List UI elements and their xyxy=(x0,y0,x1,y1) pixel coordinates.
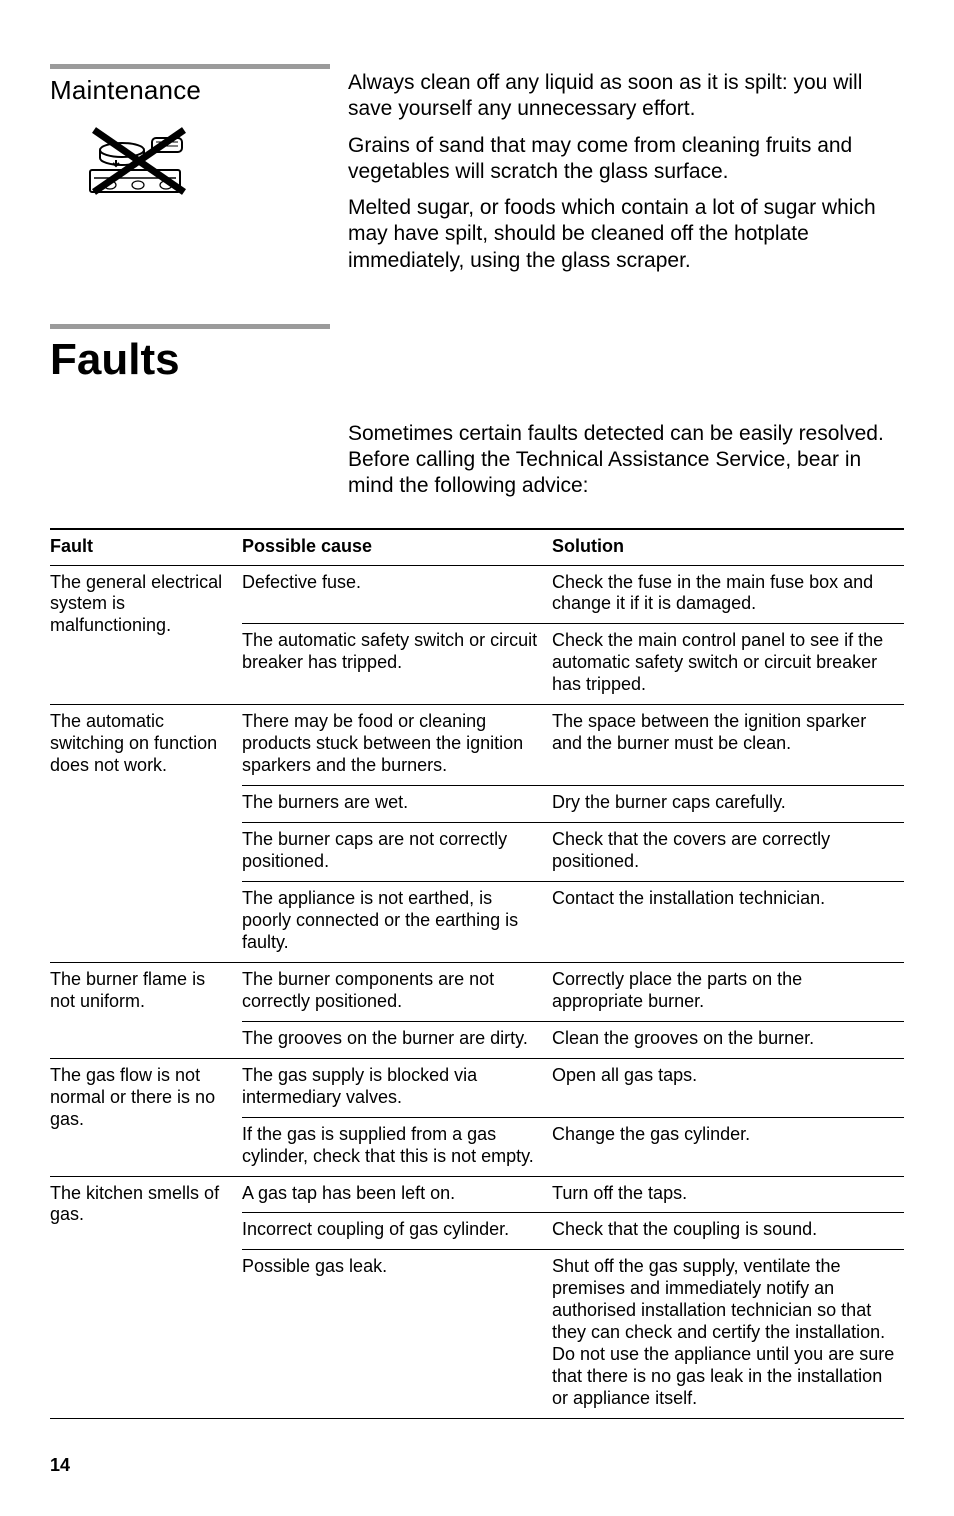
cause-cell: A gas tap has been left on. xyxy=(242,1176,552,1213)
solution-cell: Check that the coupling is sound. xyxy=(552,1213,904,1250)
maintenance-section: Maintenance xyxy=(50,64,904,284)
solution-cell: Correctly place the parts on the appropr… xyxy=(552,962,904,1021)
maintenance-para: Grains of sand that may come from cleani… xyxy=(348,133,904,186)
cause-cell: Possible gas leak. xyxy=(242,1250,552,1419)
cause-cell: Defective fuse. xyxy=(242,565,552,624)
solution-cell: Check the fuse in the main fuse box and … xyxy=(552,565,904,624)
table-row: The gas flow is not normal or there is n… xyxy=(50,1058,904,1117)
table-row: The general electrical system is malfunc… xyxy=(50,565,904,624)
maintenance-left-column: Maintenance xyxy=(50,64,348,205)
table-header-row: Fault Possible cause Solution xyxy=(50,529,904,566)
col-solution: Solution xyxy=(552,529,904,566)
table-row: The kitchen smells of gas.A gas tap has … xyxy=(50,1176,904,1213)
maintenance-heading: Maintenance xyxy=(50,75,348,106)
fault-cell: The burner flame is not uniform. xyxy=(50,962,242,1058)
fault-cell: The general electrical system is malfunc… xyxy=(50,565,242,705)
maintenance-para: Melted sugar, or foods which contain a l… xyxy=(348,195,904,274)
solution-cell: Change the gas cylinder. xyxy=(552,1117,904,1176)
cause-cell: If the gas is supplied from a gas cylind… xyxy=(242,1117,552,1176)
solution-cell: Check that the covers are correctly posi… xyxy=(552,823,904,882)
cause-cell: The gas supply is blocked via intermedia… xyxy=(242,1058,552,1117)
cause-cell: There may be food or cleaning products s… xyxy=(242,705,552,786)
page: Maintenance xyxy=(0,0,954,1516)
faults-section: Faults Sometimes certain faults detected… xyxy=(50,324,904,1419)
solution-cell: The space between the ignition sparker a… xyxy=(552,705,904,786)
fault-cell: The gas flow is not normal or there is n… xyxy=(50,1058,242,1176)
solution-cell: Turn off the taps. xyxy=(552,1176,904,1213)
fault-cell: The kitchen smells of gas. xyxy=(50,1176,242,1419)
cause-cell: The appliance is not earthed, is poorly … xyxy=(242,881,552,962)
maintenance-rule xyxy=(50,64,330,69)
cause-cell: The burner caps are not correctly positi… xyxy=(242,823,552,882)
cause-cell: Incorrect coupling of gas cylinder. xyxy=(242,1213,552,1250)
table-row: The burner flame is not uniform.The burn… xyxy=(50,962,904,1021)
solution-cell: Check the main control panel to see if t… xyxy=(552,624,904,705)
page-number: 14 xyxy=(50,1455,904,1476)
solution-cell: Contact the installation technician. xyxy=(552,881,904,962)
cause-cell: The burner components are not correctly … xyxy=(242,962,552,1021)
faults-intro: Sometimes certain faults detected can be… xyxy=(348,421,904,500)
col-cause: Possible cause xyxy=(242,529,552,566)
col-fault: Fault xyxy=(50,529,242,566)
solution-cell: Shut off the gas supply, ventilate the p… xyxy=(552,1250,904,1419)
cause-cell: The burners are wet. xyxy=(242,786,552,823)
solution-cell: Open all gas taps. xyxy=(552,1058,904,1117)
fault-cell: The automatic switching on function does… xyxy=(50,705,242,963)
table-row: The automatic switching on function does… xyxy=(50,705,904,786)
maintenance-body: Always clean off any liquid as soon as i… xyxy=(348,64,904,284)
solution-cell: Clean the grooves on the burner. xyxy=(552,1021,904,1058)
faults-heading: Faults xyxy=(50,335,904,385)
maintenance-para: Always clean off any liquid as soon as i… xyxy=(348,70,904,123)
cause-cell: The grooves on the burner are dirty. xyxy=(242,1021,552,1058)
no-scraper-icon xyxy=(72,120,202,200)
solution-cell: Dry the burner caps carefully. xyxy=(552,786,904,823)
faults-rule xyxy=(50,324,330,329)
faults-table: Fault Possible cause Solution The genera… xyxy=(50,528,904,1420)
cause-cell: The automatic safety switch or circuit b… xyxy=(242,624,552,705)
